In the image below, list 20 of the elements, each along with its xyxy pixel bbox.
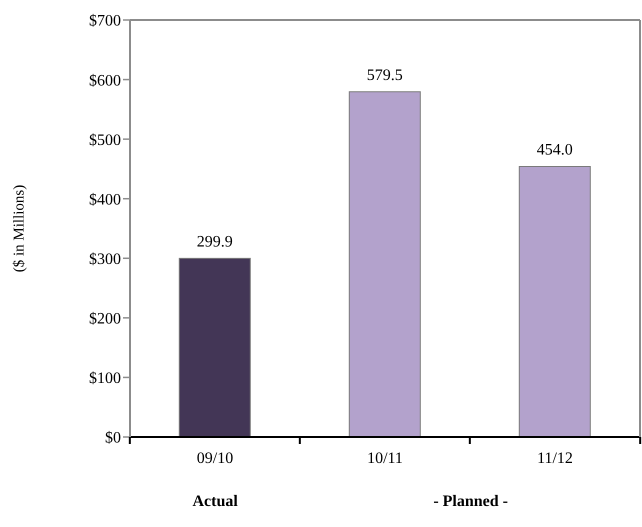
bar [518,166,591,437]
y-tick-label: $700 [89,12,121,30]
y-tick-label: $400 [89,191,121,208]
bar [348,91,421,437]
x-tick-label: 09/10 [196,450,234,467]
x-tick-label: 11/12 [537,450,573,467]
data-label: 299.9 [196,233,233,250]
x-tick-label: 10/11 [367,450,403,467]
y-tick-label: $500 [89,132,121,149]
y-tick-label: $0 [105,430,121,447]
y-tick-label: $600 [89,72,121,90]
y-tick-label: $100 [89,370,121,388]
bar [178,258,251,437]
y-tick-label: $300 [89,250,121,268]
y-axis-title: ($ in Millions) [11,184,28,272]
text: - Planned - [433,493,508,510]
y-tick-label: $200 [89,310,121,328]
text: Actual [192,493,238,510]
data-label: 454.0 [536,142,573,159]
data-label: 579.5 [366,66,403,84]
